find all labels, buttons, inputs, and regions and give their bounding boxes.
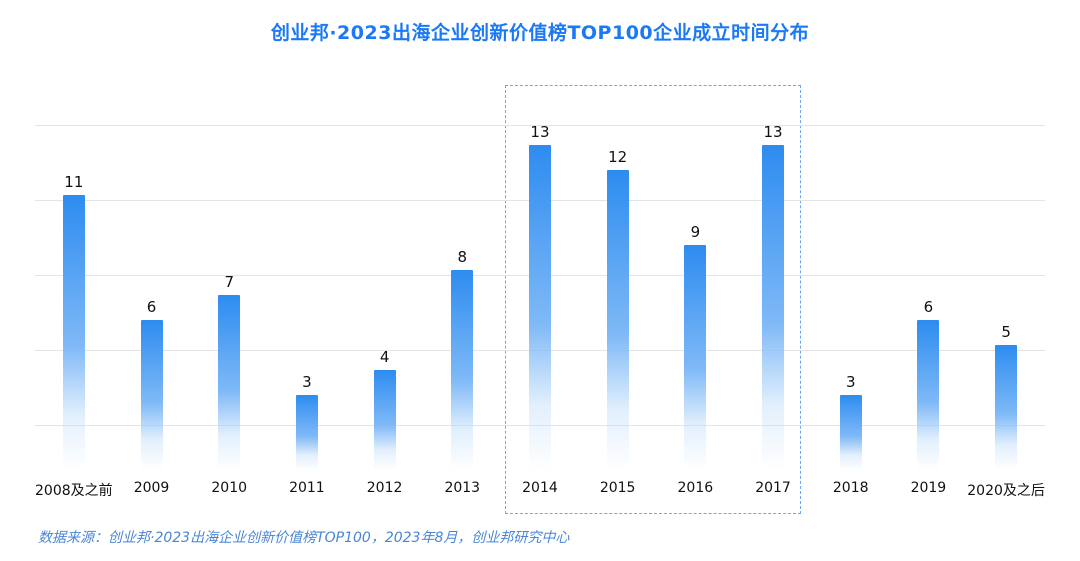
bar — [762, 145, 785, 470]
plot-area: 11 6 7 3 4 8 13 12 9 13 3 6 5 — [35, 120, 1045, 470]
x-axis-label: 2018 — [832, 480, 869, 496]
bar-value-label: 3 — [845, 373, 856, 391]
bar — [295, 395, 318, 470]
bar-value-label: 6 — [923, 298, 934, 316]
bar — [528, 145, 551, 470]
chart-title: 创业邦·2023出海企业创新价值榜TOP100企业成立时间分布 — [270, 22, 810, 44]
bar — [995, 345, 1018, 470]
x-axis-labels: 2008及之前 2009 2010 2011 2012 2013 2014 2015 2016 2… — [35, 480, 1045, 500]
bar — [373, 370, 396, 470]
bar-column: 9 — [657, 120, 735, 470]
x-axis-label: 2012 — [366, 480, 403, 496]
x-axis-label: 2008及之前 — [35, 483, 113, 499]
x-axis-label: 2019 — [910, 480, 947, 496]
bar-value-label: 7 — [224, 273, 234, 291]
bar-value-label: 8 — [457, 248, 468, 266]
bar-column: 3 — [268, 120, 346, 470]
x-axis-label: 2010 — [211, 480, 248, 496]
bar — [917, 320, 940, 470]
bar-column: 5 — [967, 120, 1045, 470]
bar-value-label: 13 — [763, 123, 783, 141]
x-axis-label: 2014 — [522, 480, 558, 496]
bar-value-label: 3 — [302, 373, 312, 391]
bars-row: 11 6 7 3 4 8 13 12 9 13 3 6 5 — [35, 120, 1045, 470]
x-axis-label: 2013 — [444, 480, 481, 496]
bar-value-label: 6 — [146, 298, 157, 316]
bar-column: 12 — [579, 120, 657, 470]
bar-column: 6 — [890, 120, 968, 470]
x-axis-label: 2011 — [289, 480, 325, 496]
bar-column: 11 — [35, 120, 113, 470]
bar-column: 3 — [812, 120, 890, 470]
bar-value-label: 9 — [690, 223, 701, 241]
bar-column: 7 — [190, 120, 268, 470]
bar — [684, 245, 707, 470]
bar — [218, 295, 241, 470]
bar-column: 13 — [501, 120, 579, 470]
bar-value-label: 11 — [64, 173, 84, 191]
bar — [62, 195, 85, 470]
x-axis-label: 2015 — [599, 480, 636, 496]
bar-column: 13 — [734, 120, 812, 470]
bar-value-label: 12 — [608, 148, 628, 166]
x-axis-label: 2020及之后 — [967, 483, 1045, 499]
x-axis-label: 2009 — [133, 480, 170, 496]
gridline — [35, 125, 1045, 126]
source-note: 数据来源：创业邦·2023出海企业创新价值榜TOP100，2023年8月，创业邦… — [38, 530, 570, 546]
x-axis-label: 2016 — [677, 480, 714, 496]
bar — [839, 395, 862, 470]
bar-value-label: 5 — [1001, 323, 1011, 341]
bar-value-label: 4 — [379, 348, 390, 366]
bar — [451, 270, 474, 470]
x-axis-label: 2017 — [755, 480, 791, 496]
highlight-range-box — [505, 85, 801, 514]
bar — [140, 320, 163, 470]
bar — [606, 170, 629, 470]
bar-value-label: 13 — [530, 123, 550, 141]
bar-column: 4 — [346, 120, 424, 470]
bar-column: 8 — [423, 120, 501, 470]
bar-column: 6 — [113, 120, 191, 470]
